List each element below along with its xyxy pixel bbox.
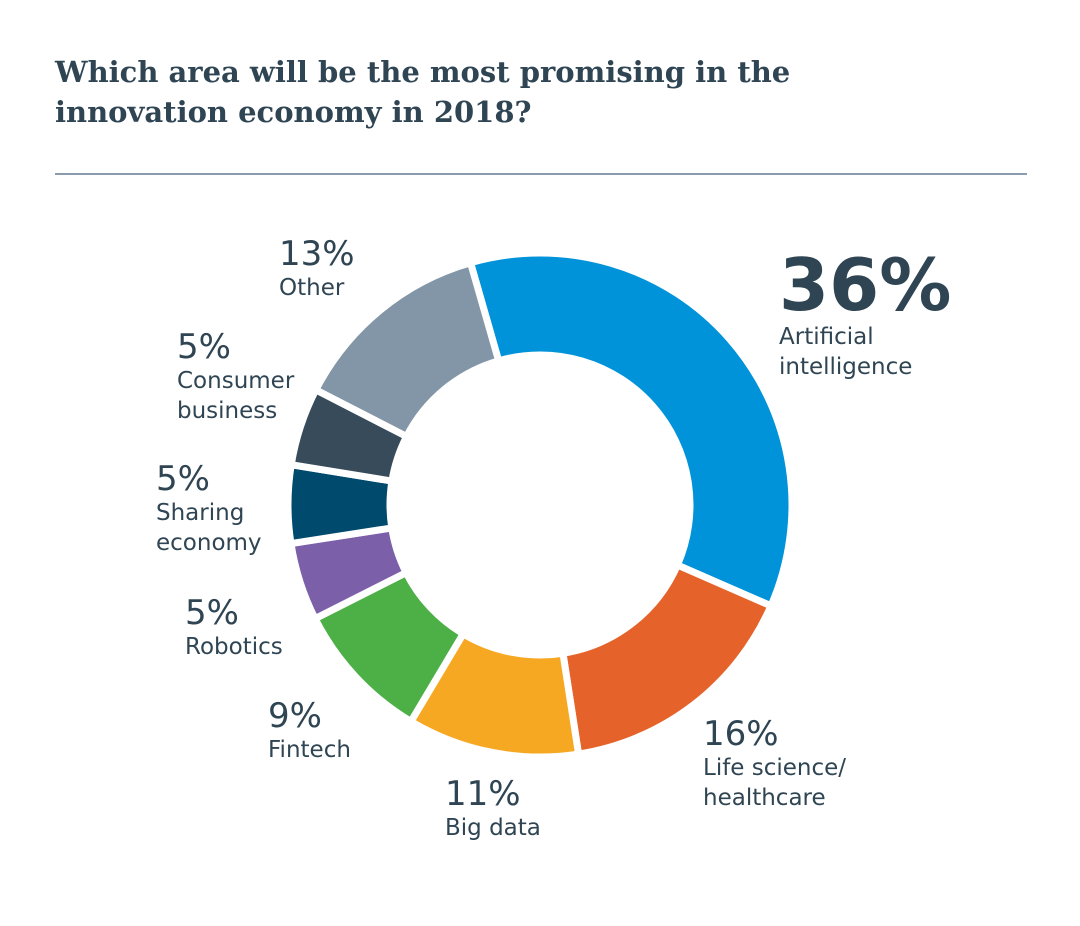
- slice-name: Sharing: [156, 500, 245, 526]
- slice-name: Life science/: [703, 755, 847, 781]
- donut-slice-other: [311, 258, 503, 442]
- slice-percent: 9%: [268, 696, 322, 736]
- title-divider: [55, 173, 1027, 175]
- slice-label: 9% Fintech: [268, 697, 351, 765]
- donut-slice-life-science-healthcare: [558, 560, 776, 759]
- slice-name: healthcare: [703, 785, 826, 811]
- slice-percent: 13%: [279, 234, 355, 274]
- slice-name: Big data: [445, 815, 541, 841]
- slice-label: 36% Artificial intelligence: [779, 248, 951, 382]
- slice-label: 16% Life science/healthcare: [703, 715, 846, 813]
- slice-percent: 11%: [445, 774, 521, 814]
- slice-label: 13% Other: [279, 235, 355, 303]
- donut-slice-artificial-intelligence: [466, 249, 796, 611]
- slice-name: economy: [156, 530, 262, 556]
- slice-name: Artificial: [779, 324, 874, 350]
- slice-percent: 5%: [177, 327, 231, 367]
- slice-name: Consumer: [177, 368, 295, 394]
- slice-name: intelligence: [779, 354, 913, 380]
- slice-label: 11% Big data: [445, 775, 541, 843]
- slice-name: business: [177, 398, 278, 424]
- slice-name: Robotics: [185, 634, 283, 660]
- slice-label: 5% Robotics: [185, 594, 283, 662]
- slice-percent: 36%: [779, 243, 952, 327]
- slice-name: Fintech: [268, 737, 351, 763]
- slice-label: 5% Consumer business: [177, 328, 294, 426]
- slice-percent: 16%: [703, 714, 779, 754]
- slice-percent: 5%: [156, 459, 210, 499]
- slice-label: 5% Sharing economy: [156, 460, 262, 558]
- slice-name: Other: [279, 275, 345, 301]
- chart-title: Which area will be the most promising in…: [55, 55, 791, 129]
- slice-percent: 5%: [185, 593, 239, 633]
